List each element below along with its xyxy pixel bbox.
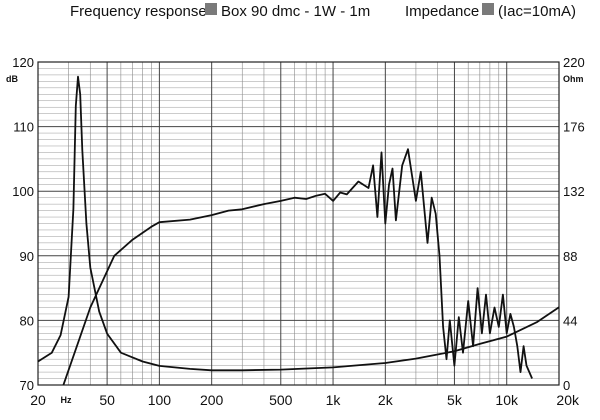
y2-tick-label: 132 [563,184,585,199]
legend-imp-swatch [482,3,494,15]
legend-imp-series: (Iac=10mA) [498,3,576,20]
legend-fr-label: Frequency response [70,3,207,20]
frequency-response-curve [62,148,533,386]
x-tick-label: 5k [447,392,463,408]
y-tick-label: 120 [12,55,34,70]
y2-tick-label: 176 [563,120,585,135]
y-tick-label: 80 [20,313,34,328]
x-unit-label: Hz [61,395,72,405]
x-tick-label: 500 [269,392,293,408]
plot-frame [37,61,560,386]
x-tick-label: 2k [378,392,394,408]
y-tick-label: 100 [12,184,34,199]
x-tick-label: 20k [556,392,580,408]
x-tick-label: 1k [326,392,342,408]
y-tick-label: 110 [13,120,34,135]
impedance-curve [37,75,560,372]
legend: Frequency response Box 90 dmc - 1W - 1m … [0,3,600,23]
x-tick-label: 100 [148,392,172,408]
x-tick-label: 20 [30,392,46,408]
y2-tick-label: 88 [563,249,577,264]
y2-tick-label: 44 [563,313,577,328]
y-tick-label: 90 [20,249,34,264]
legend-imp-label: Impedance [405,3,480,20]
y2-unit-label: Ohm [563,74,584,84]
x-tick-label: 200 [200,392,224,408]
x-tick-label: 50 [99,392,115,408]
y2-tick-label: 220 [563,55,585,70]
legend-fr-swatch [205,3,217,15]
y2-tick-label: 0 [563,378,570,393]
y-unit-label: dB [6,74,18,84]
y-tick-label: 70 [20,378,34,393]
legend-fr-series: Box 90 dmc - 1W - 1m [221,3,371,20]
x-tick-label: 10k [495,392,519,408]
